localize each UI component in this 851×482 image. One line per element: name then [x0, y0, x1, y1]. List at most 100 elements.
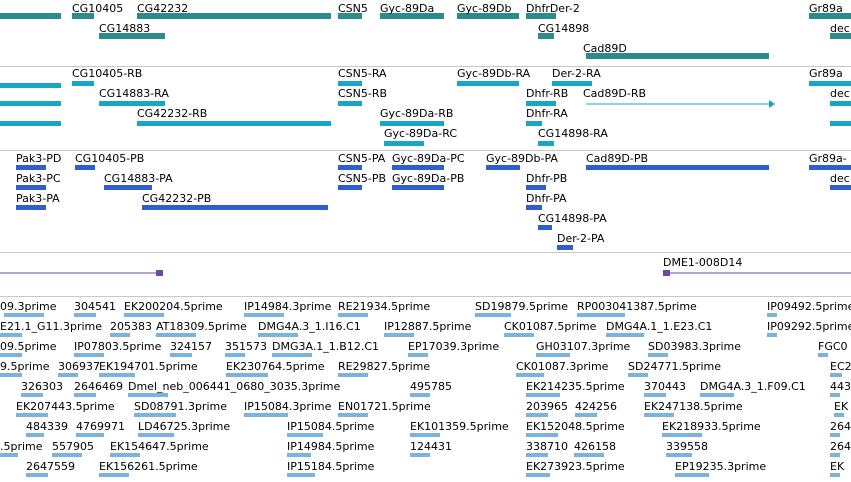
est-glyph[interactable]	[834, 413, 844, 417]
est-label[interactable]: EK218933.5prime	[662, 420, 761, 433]
est-glyph[interactable]	[74, 313, 96, 317]
est-label[interactable]: 304541	[74, 300, 116, 313]
est-label[interactable]: 264	[830, 440, 851, 453]
est-glyph[interactable]	[410, 393, 430, 397]
est-glyph[interactable]	[99, 373, 135, 377]
gene-glyph[interactable]	[0, 13, 61, 19]
protein-glyph[interactable]	[526, 185, 546, 190]
est-glyph[interactable]	[410, 453, 430, 457]
est-glyph[interactable]	[272, 353, 312, 357]
est-glyph[interactable]	[830, 473, 840, 477]
transcript-glyph[interactable]	[72, 81, 94, 86]
transcript-label[interactable]: CG42232-RB	[137, 107, 208, 120]
protein-label[interactable]: Der-2-PA	[557, 232, 605, 245]
protein-label[interactable]: Pak3-PA	[16, 192, 60, 205]
transcript-glyph[interactable]	[338, 101, 362, 106]
est-glyph[interactable]	[606, 333, 644, 337]
protein-label[interactable]: dec	[830, 172, 850, 185]
transcript-label[interactable]: CG14898-RA	[538, 127, 608, 140]
protein-label[interactable]: Pak3-PD	[16, 152, 62, 165]
est-label[interactable]: 326303	[21, 380, 63, 393]
transposon-glyph[interactable]	[663, 270, 670, 276]
est-label[interactable]: .5prime	[0, 440, 43, 453]
transcript-glyph[interactable]	[526, 101, 556, 106]
est-glyph[interactable]	[526, 433, 558, 437]
transcript-glyph[interactable]	[538, 141, 554, 146]
est-glyph[interactable]	[338, 413, 368, 417]
gene-glyph[interactable]	[137, 13, 331, 19]
protein-label[interactable]: Gyc-89Db-PA	[486, 152, 558, 165]
est-glyph[interactable]	[0, 453, 18, 457]
est-label[interactable]: SD08791.3prime	[134, 400, 227, 413]
est-glyph[interactable]	[830, 453, 840, 457]
est-label[interactable]: EK	[830, 460, 845, 473]
protein-glyph[interactable]	[338, 165, 362, 170]
est-label[interactable]: SD19879.5prime	[475, 300, 568, 313]
transcript-glyph[interactable]	[809, 81, 851, 86]
protein-glyph[interactable]	[75, 165, 95, 170]
est-label[interactable]: 351573	[225, 340, 267, 353]
est-label[interactable]: 124431	[410, 440, 452, 453]
protein-glyph[interactable]	[392, 165, 444, 170]
est-label[interactable]: EK101359.5prime	[410, 420, 509, 433]
est-glyph[interactable]	[156, 333, 196, 337]
transcript-label[interactable]: CSN5-RA	[338, 67, 387, 80]
protein-glyph[interactable]	[538, 225, 552, 230]
est-glyph[interactable]	[410, 433, 440, 437]
gene-label[interactable]: DhfrDer-2	[526, 2, 580, 15]
est-glyph[interactable]	[170, 353, 192, 357]
est-label[interactable]: RP003041387.5prime	[577, 300, 697, 313]
est-label[interactable]: 443	[830, 380, 851, 393]
protein-glyph[interactable]	[16, 185, 46, 190]
gene-label[interactable]: Gr89a	[809, 2, 843, 15]
est-label[interactable]: EP19235.3prime	[675, 460, 767, 473]
transcript-glyph[interactable]	[830, 121, 851, 126]
est-glyph[interactable]	[26, 473, 48, 477]
est-glyph[interactable]	[0, 353, 22, 357]
transcript-glyph[interactable]	[552, 81, 592, 86]
est-label[interactable]: EK247138.5prime	[644, 400, 743, 413]
est-glyph[interactable]	[818, 353, 828, 357]
est-glyph[interactable]	[287, 453, 311, 457]
est-label[interactable]: RE21934.5prime	[338, 300, 431, 313]
protein-label[interactable]: Dhfr-PB	[526, 172, 568, 185]
est-label[interactable]: IP15084.3prime	[244, 400, 332, 413]
protein-glyph[interactable]	[16, 205, 46, 210]
est-label[interactable]: EK200204.5prime	[124, 300, 223, 313]
protein-label[interactable]: CSN5-PB	[338, 172, 387, 185]
transposon-glyph[interactable]	[156, 270, 163, 276]
est-label[interactable]: EP17039.3prime	[408, 340, 500, 353]
est-glyph[interactable]	[58, 373, 78, 377]
est-glyph[interactable]	[21, 393, 43, 397]
protein-label[interactable]: CG14898-PA	[538, 212, 607, 225]
gene-glyph[interactable]	[809, 13, 851, 19]
est-label[interactable]: EK152048.5prime	[526, 420, 625, 433]
est-glyph[interactable]	[516, 373, 544, 377]
est-label[interactable]: CK01087.3prime	[516, 360, 609, 373]
est-glyph[interactable]	[574, 453, 604, 457]
transcript-glyph[interactable]	[137, 121, 331, 126]
est-glyph[interactable]	[138, 433, 174, 437]
protein-glyph[interactable]	[526, 205, 542, 210]
transcript-label[interactable]: CSN5-RB	[338, 87, 388, 100]
est-label[interactable]: 264	[830, 420, 851, 433]
protein-glyph[interactable]	[809, 165, 851, 170]
protein-glyph[interactable]	[338, 185, 362, 190]
est-glyph[interactable]	[338, 373, 368, 377]
transcript-label[interactable]: Cad89D-RB	[583, 87, 647, 100]
gene-label[interactable]: Cad89D	[583, 42, 627, 55]
gene-glyph[interactable]	[457, 13, 519, 19]
est-label[interactable]: AT18309.5prime	[156, 320, 247, 333]
est-label[interactable]: 484339	[26, 420, 68, 433]
est-glyph[interactable]	[830, 433, 840, 437]
est-label[interactable]: DMG4A.3_1.I16.C1	[258, 320, 361, 333]
est-glyph[interactable]	[4, 313, 44, 317]
transcript-glyph[interactable]	[99, 101, 165, 106]
est-label[interactable]: GH03107.3prime	[536, 340, 631, 353]
transcript-label[interactable]: Gr89a	[809, 67, 843, 80]
est-label[interactable]: 339558	[666, 440, 708, 453]
protein-label[interactable]: Gyc-89Da-PC	[392, 152, 465, 165]
est-label[interactable]: 9.5prime	[0, 360, 50, 373]
est-glyph[interactable]	[0, 373, 22, 377]
protein-glyph[interactable]	[104, 185, 152, 190]
